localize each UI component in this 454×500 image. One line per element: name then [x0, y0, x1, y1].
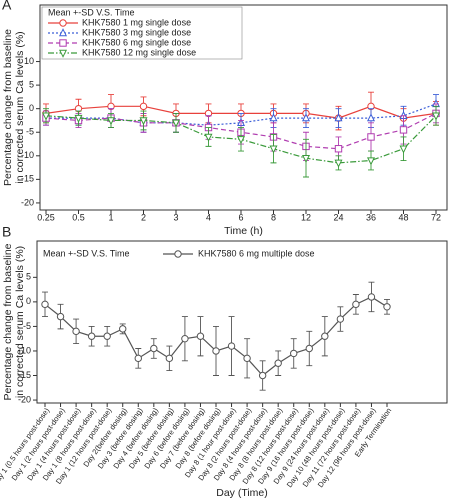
panel-label: B	[2, 224, 11, 240]
marker	[269, 113, 278, 122]
marker	[212, 347, 220, 355]
y-tick-label: -5	[23, 321, 31, 331]
x-tick-label: 0.25	[37, 212, 55, 222]
marker	[336, 315, 345, 323]
marker	[134, 354, 142, 363]
marker	[334, 159, 343, 168]
marker	[119, 325, 127, 333]
x-tick-label: 72	[431, 212, 441, 222]
y-tick-label: -15	[18, 370, 31, 380]
x-tick-label: 1	[108, 212, 113, 222]
legend-title: Mean +-SD V.S. Time	[43, 248, 129, 258]
marker	[243, 354, 251, 363]
marker	[258, 371, 267, 380]
x-axis-title: Day (Time)	[216, 487, 268, 499]
marker	[274, 359, 282, 367]
marker	[58, 28, 68, 37]
x-tick-label: 4	[206, 212, 211, 222]
plot-frame	[39, 4, 448, 211]
marker	[334, 145, 343, 153]
y-tick-label: -15	[21, 174, 34, 184]
marker	[352, 300, 360, 309]
marker	[139, 102, 148, 111]
marker	[366, 113, 376, 122]
x-tick-label: 36	[366, 212, 376, 222]
marker	[74, 114, 83, 123]
y-tick-label: -10	[18, 345, 31, 355]
y-axis-title: in corrected serum Ca levels (%)	[14, 246, 26, 398]
legend-label: KHK7580 3 mg single dose	[82, 27, 191, 37]
marker	[59, 19, 67, 27]
x-tick-label: 0.5	[72, 212, 85, 222]
marker	[196, 332, 205, 340]
x-tick-label: 24	[333, 212, 343, 222]
y-axis-title: Percentage change from baseline	[2, 29, 14, 186]
marker	[367, 133, 375, 141]
marker	[399, 126, 408, 134]
marker	[301, 113, 311, 122]
marker	[87, 332, 96, 340]
marker	[72, 327, 80, 336]
marker	[236, 136, 246, 145]
legend-label: KHK7580 1 mg single dose	[82, 17, 191, 27]
y-tick-label: -10	[21, 150, 34, 160]
marker	[58, 49, 68, 58]
y-tick-label: 0	[29, 103, 34, 113]
y-tick-label: -20	[21, 197, 34, 207]
marker	[367, 293, 376, 301]
marker	[139, 117, 148, 126]
marker	[41, 300, 49, 309]
marker	[204, 133, 213, 142]
y-axis-title: Percentage change from baseline	[2, 243, 14, 400]
x-tick-label: 8	[271, 212, 276, 222]
marker	[56, 312, 65, 321]
x-tick-label: 48	[398, 212, 408, 222]
y-tick-label: 5	[26, 272, 31, 282]
legend-label: KHK7580 6 mg multiple dose	[198, 248, 315, 258]
marker	[181, 334, 189, 343]
y-tick-label: 10	[24, 56, 34, 66]
legend-label: KHK7580 6 mg single dose	[82, 37, 191, 47]
marker	[334, 113, 343, 122]
marker	[106, 117, 116, 126]
x-tick-label: 12	[301, 212, 311, 222]
marker	[366, 157, 376, 166]
y-tick-label: -5	[26, 127, 34, 137]
marker	[301, 154, 311, 163]
marker	[290, 349, 298, 358]
y-axis-title: in corrected serum Ca levels (%)	[14, 31, 26, 183]
marker	[431, 112, 441, 121]
legend-title: Mean +-SD V.S. Time	[48, 7, 134, 17]
marker	[383, 303, 391, 311]
legend-box	[41, 6, 243, 60]
marker	[150, 344, 158, 353]
marker	[171, 119, 181, 128]
marker	[227, 342, 236, 350]
y-tick-label: 0	[26, 296, 31, 306]
y-tick-label: -20	[18, 394, 31, 404]
marker	[174, 250, 182, 258]
marker	[165, 354, 174, 363]
x-tick-label: 2	[141, 212, 146, 222]
y-tick-label: 5	[29, 79, 34, 89]
x-tick-label: 6	[238, 212, 243, 222]
marker	[305, 344, 313, 353]
x-tick-label: 3	[173, 212, 178, 222]
marker	[321, 332, 329, 340]
plot-frame	[36, 240, 448, 404]
marker	[103, 332, 111, 340]
x-axis-title: Time (h)	[224, 225, 263, 237]
marker	[59, 39, 67, 47]
marker	[269, 145, 278, 154]
legend-label: KHK7580 12 mg single dose	[82, 47, 196, 57]
panel-label: A	[2, 0, 12, 13]
marker	[41, 112, 51, 121]
marker	[399, 145, 408, 154]
